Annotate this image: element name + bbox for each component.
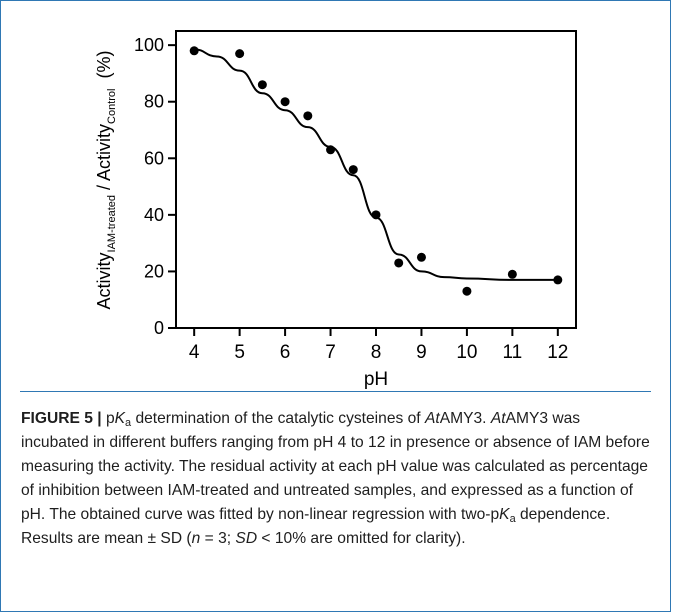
caption-fragment: a — [125, 417, 132, 429]
data-point — [416, 252, 426, 262]
x-tick-label: 10 — [456, 342, 477, 363]
data-point — [553, 275, 563, 285]
y-axis-label: ActivityIAM-treated / ActivityControl(%) — [94, 51, 118, 310]
x-tick-label: 5 — [234, 342, 245, 363]
y-label-sub2: Control — [106, 89, 118, 124]
caption-fragment: AMY3. — [439, 410, 491, 427]
y-tick-label: 20 — [144, 261, 164, 281]
caption-fragment: = 3; — [200, 530, 236, 547]
figure-caption: FIGURE 5 | pKa determination of the cata… — [21, 407, 651, 551]
figure-label: FIGURE 5 | — [21, 410, 102, 427]
caption-fragment: n — [191, 530, 201, 547]
x-axis-ticks: 4 5 6 7 8 9 10 11 12 — [189, 328, 568, 363]
x-tick-label: 4 — [189, 342, 200, 363]
caption-body: pKa determination of the catalytic cyste… — [21, 410, 650, 547]
caption-fragment: K — [499, 506, 510, 523]
data-point — [394, 258, 404, 268]
data-point — [371, 210, 381, 220]
x-tick-label: 7 — [325, 342, 336, 363]
data-point — [462, 286, 472, 296]
data-points — [189, 46, 563, 296]
data-point — [507, 269, 517, 279]
caption-fragment: dependence. Results are mean ± SD ( — [21, 506, 611, 547]
data-point — [303, 111, 313, 121]
plot-frame — [175, 30, 577, 329]
x-tick-label: 6 — [280, 342, 291, 363]
y-label-sub1: IAM-treated — [106, 195, 118, 252]
x-tick-label: 9 — [416, 342, 427, 363]
y-label-base1: Activity — [94, 252, 114, 309]
caption-fragment: p — [101, 410, 115, 427]
caption-fragment: < 10% are omitted for clarity). — [257, 530, 466, 547]
y-tick-label: 100 — [134, 35, 164, 55]
x-tick-label: 8 — [371, 342, 382, 363]
y-tick-label: 0 — [154, 318, 164, 338]
y-label-unit: (%) — [94, 51, 114, 79]
y-label-base2: Activity — [94, 124, 114, 181]
caption-fragment: K — [114, 410, 126, 427]
y-tick-label: 60 — [144, 148, 164, 168]
data-point — [326, 145, 336, 155]
x-axis-label: pH — [364, 369, 388, 390]
data-point — [189, 46, 199, 56]
y-tick-label: 80 — [144, 92, 164, 112]
data-point — [235, 49, 245, 59]
y-axis-ticks: 0 20 40 60 80 100 — [134, 35, 176, 338]
caption-fragment: At — [424, 410, 440, 427]
data-point — [280, 97, 290, 107]
caption-fragment: At — [490, 410, 506, 427]
y-label-sep: / — [94, 181, 114, 195]
data-point — [257, 80, 267, 90]
data-point — [348, 165, 358, 175]
caption-fragment: a — [509, 513, 516, 525]
caption-fragment: determination of the catalytic cysteines… — [131, 410, 425, 427]
x-tick-label: 12 — [547, 342, 568, 363]
caption-divider — [20, 391, 651, 392]
caption-fragment: AMY3 was incubated in different buffers … — [21, 410, 650, 523]
x-tick-label: 11 — [502, 342, 522, 363]
fit-curve — [194, 48, 558, 281]
y-tick-label: 40 — [144, 205, 164, 225]
caption-fragment: SD — [235, 530, 258, 547]
